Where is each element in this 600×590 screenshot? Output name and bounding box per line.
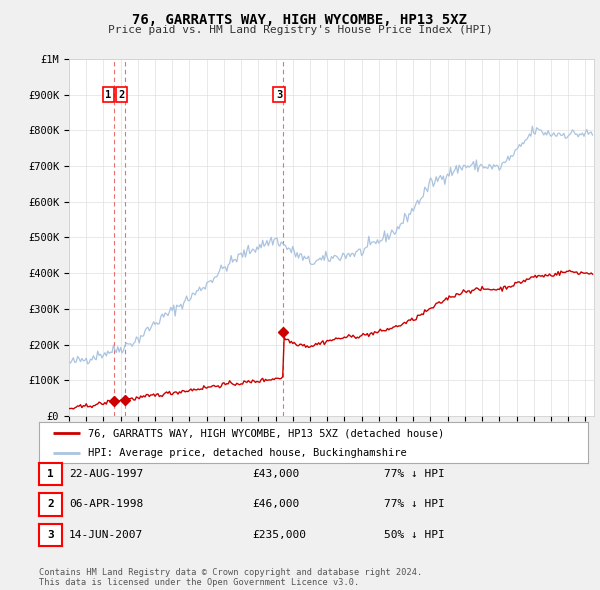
Text: 22-AUG-1997: 22-AUG-1997 xyxy=(69,469,143,478)
Text: 3: 3 xyxy=(47,530,54,540)
Text: 14-JUN-2007: 14-JUN-2007 xyxy=(69,530,143,540)
Text: 06-APR-1998: 06-APR-1998 xyxy=(69,500,143,509)
Text: 2: 2 xyxy=(118,90,125,100)
Text: HPI: Average price, detached house, Buckinghamshire: HPI: Average price, detached house, Buck… xyxy=(88,448,407,458)
Text: 1: 1 xyxy=(106,90,112,100)
Text: 76, GARRATTS WAY, HIGH WYCOMBE, HP13 5XZ (detached house): 76, GARRATTS WAY, HIGH WYCOMBE, HP13 5XZ… xyxy=(88,428,445,438)
Text: 2: 2 xyxy=(47,500,54,509)
Text: £235,000: £235,000 xyxy=(252,530,306,540)
Text: Contains HM Land Registry data © Crown copyright and database right 2024.
This d: Contains HM Land Registry data © Crown c… xyxy=(39,568,422,587)
Text: £46,000: £46,000 xyxy=(252,500,299,509)
Text: Price paid vs. HM Land Registry's House Price Index (HPI): Price paid vs. HM Land Registry's House … xyxy=(107,25,493,35)
Text: 77% ↓ HPI: 77% ↓ HPI xyxy=(384,500,445,509)
Text: 1: 1 xyxy=(47,469,54,478)
Text: 76, GARRATTS WAY, HIGH WYCOMBE, HP13 5XZ: 76, GARRATTS WAY, HIGH WYCOMBE, HP13 5XZ xyxy=(133,13,467,27)
Text: 77% ↓ HPI: 77% ↓ HPI xyxy=(384,469,445,478)
Text: 3: 3 xyxy=(276,90,282,100)
Text: 50% ↓ HPI: 50% ↓ HPI xyxy=(384,530,445,540)
Text: £43,000: £43,000 xyxy=(252,469,299,478)
